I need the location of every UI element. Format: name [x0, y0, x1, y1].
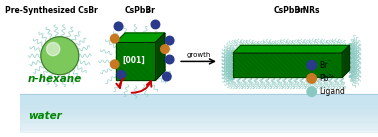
Circle shape: [114, 22, 123, 31]
Text: n-hexane: n-hexane: [28, 74, 82, 84]
Text: Pb: Pb: [319, 74, 329, 83]
Bar: [20, 115, 378, 116]
Circle shape: [307, 60, 316, 70]
Bar: [20, 121, 378, 122]
Bar: [20, 113, 378, 114]
Circle shape: [151, 20, 160, 29]
Polygon shape: [155, 33, 165, 80]
Circle shape: [307, 87, 316, 96]
Text: CsPbBr: CsPbBr: [124, 6, 155, 15]
Bar: [20, 97, 378, 98]
Bar: [116, 42, 155, 80]
Bar: [20, 132, 378, 133]
Text: CsPbBr: CsPbBr: [274, 6, 305, 15]
Bar: [20, 116, 378, 117]
Bar: [233, 53, 342, 78]
Text: ⁻: ⁻: [328, 61, 331, 66]
Circle shape: [163, 72, 171, 81]
Bar: [20, 103, 378, 104]
Bar: [20, 118, 378, 119]
Bar: [20, 102, 378, 103]
Bar: [116, 42, 155, 80]
Bar: [20, 109, 378, 110]
Polygon shape: [342, 45, 350, 78]
Bar: [20, 110, 378, 111]
Bar: [20, 105, 378, 106]
Bar: [20, 96, 378, 97]
Circle shape: [117, 70, 125, 79]
Bar: [20, 106, 378, 107]
Bar: [20, 117, 378, 118]
Polygon shape: [233, 45, 350, 53]
Text: 3: 3: [147, 8, 151, 13]
Text: Br: Br: [319, 61, 328, 70]
Bar: [20, 114, 378, 115]
Bar: [20, 122, 378, 123]
Bar: [20, 124, 378, 125]
Bar: [20, 95, 378, 96]
Circle shape: [110, 34, 119, 43]
Bar: [20, 99, 378, 100]
Circle shape: [166, 55, 174, 64]
Circle shape: [41, 37, 79, 75]
Bar: [20, 123, 378, 124]
Text: NRs: NRs: [301, 6, 320, 15]
Circle shape: [161, 45, 169, 53]
Bar: [20, 108, 378, 109]
Text: Pre-Synthesized CsBr: Pre-Synthesized CsBr: [5, 6, 98, 15]
Bar: [20, 100, 378, 101]
Circle shape: [307, 74, 316, 83]
Bar: [20, 120, 378, 121]
Text: growth: growth: [186, 52, 211, 58]
Bar: [20, 119, 378, 120]
Text: [001]: [001]: [122, 56, 145, 65]
Bar: [20, 128, 378, 129]
Bar: [20, 101, 378, 102]
Bar: [20, 107, 378, 108]
Text: 2+: 2+: [328, 74, 335, 79]
Bar: [233, 53, 342, 78]
Bar: [20, 129, 378, 130]
Bar: [20, 131, 378, 132]
Polygon shape: [116, 33, 165, 42]
Text: Ligand: Ligand: [319, 87, 345, 96]
Bar: [20, 98, 378, 99]
Bar: [20, 126, 378, 127]
Bar: [20, 127, 378, 128]
Bar: [20, 111, 378, 112]
Bar: [20, 130, 378, 131]
Circle shape: [166, 36, 174, 45]
Bar: [20, 94, 378, 133]
Bar: [20, 125, 378, 126]
Bar: [20, 104, 378, 105]
Text: water: water: [28, 111, 61, 121]
Text: 3: 3: [297, 8, 301, 13]
Circle shape: [46, 42, 60, 56]
Circle shape: [110, 60, 119, 68]
Bar: [20, 112, 378, 113]
